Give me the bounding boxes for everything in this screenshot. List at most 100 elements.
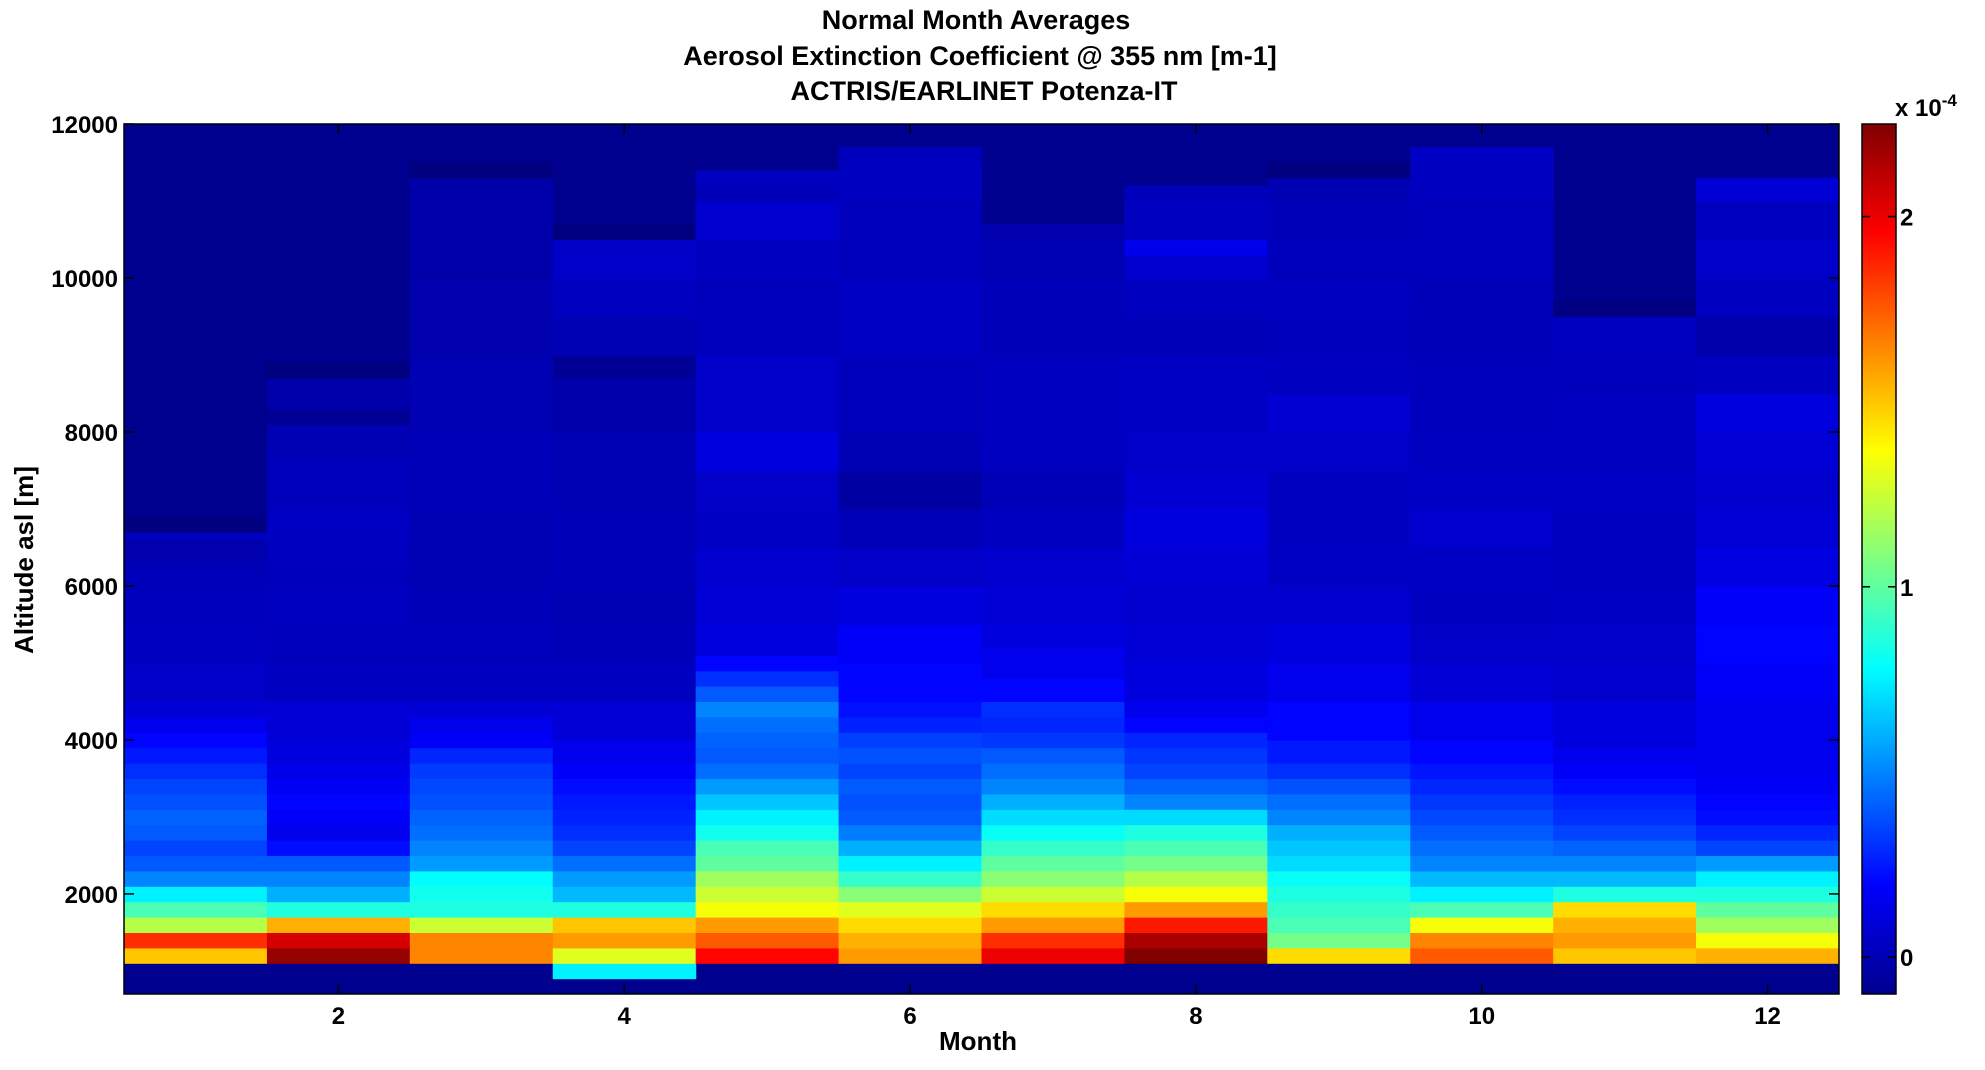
heatmap-cell-month-12-2500 — [1696, 840, 1840, 857]
heatmap-cell-month-6-6000 — [838, 547, 983, 587]
heatmap-cell-month-11-5500 — [1553, 585, 1697, 626]
heatmap-cell-month-9-4000 — [1267, 701, 1411, 741]
heatmap-cell-month-4-1700 — [552, 901, 697, 918]
heatmap-cell-month-10-8000 — [1410, 354, 1554, 433]
heatmap-cell-month-10-4500 — [1410, 662, 1554, 703]
heatmap-cell-month-6-7500 — [838, 431, 983, 472]
heatmap-cells — [124, 147, 1840, 980]
heatmap-cell-month-12-2900 — [1696, 809, 1840, 826]
heatmap-cell-month-12-6000 — [1696, 547, 1840, 587]
heatmap-cell-month-12-1900 — [1696, 886, 1840, 903]
heatmap-cell-month-4-1300 — [552, 932, 697, 949]
heatmap-cell-month-4-3700 — [552, 739, 697, 764]
heatmap-cell-month-5-11000 — [695, 185, 840, 202]
heatmap-cell-month-2-7700 — [266, 424, 411, 456]
heatmap-cell-month-5-10500 — [695, 200, 840, 241]
heatmap-cell-month-3-2900 — [409, 809, 554, 826]
plot-area-frame — [123, 123, 1840, 995]
heatmap-cell-month-2-8700 — [266, 362, 411, 379]
heatmap-cell-month-7-2500 — [981, 840, 1126, 857]
heatmap-cell-month-11-7500 — [1553, 431, 1697, 472]
heatmap-cell-month-7-10000 — [981, 239, 1126, 279]
heatmap-cell-month-9-4500 — [1267, 662, 1411, 703]
heatmap-cell-month-7-2700 — [981, 824, 1126, 841]
heatmap-cell-month-6-11500 — [838, 147, 983, 164]
heatmap-cell-month-11-4500 — [1553, 662, 1697, 703]
heatmap-cell-month-8-4100 — [1124, 716, 1268, 733]
heatmap-cell-month-1-3100 — [124, 793, 268, 810]
heatmap-cell-month-1-5000 — [124, 624, 268, 664]
heatmap-cell-month-2-8300 — [266, 378, 411, 410]
y-tick-label: 10000 — [51, 266, 118, 293]
heatmap-cell-month-9-1700 — [1267, 901, 1411, 918]
heatmap-cell-month-10-1700 — [1410, 901, 1554, 918]
heatmap-cell-month-11-1900 — [1553, 886, 1697, 903]
heatmap-cell-month-6-4100 — [838, 716, 983, 733]
heatmap-cell-month-5-4100 — [695, 716, 840, 733]
heatmap-cell-month-11-1700 — [1553, 901, 1697, 918]
heatmap-cell-month-4-2100 — [552, 870, 697, 887]
heatmap-cell-month-10-7000 — [1410, 470, 1554, 510]
heatmap-cell-month-3-2300 — [409, 855, 554, 872]
title-line-3: ACTRIS/EARLINET Potenza-IT — [790, 76, 1178, 106]
heatmap-cell-month-4-2900 — [552, 809, 697, 826]
heatmap-cell-month-12-3500 — [1696, 763, 1840, 780]
heatmap-cell-month-7-1500 — [981, 917, 1126, 934]
heatmap-cell-month-12-5000 — [1696, 624, 1840, 664]
heatmap-cell-month-8-11000 — [1124, 185, 1268, 202]
heatmap-cell-month-6-3700 — [838, 747, 983, 764]
heatmap-cell-month-2-4500 — [266, 662, 411, 703]
heatmap-cell-month-9-9000 — [1267, 316, 1411, 356]
heatmap-cell-month-10-10000 — [1410, 200, 1554, 279]
heatmap-cell-month-2-2900 — [266, 809, 411, 826]
heatmap-cell-month-11-8500 — [1553, 354, 1697, 395]
heatmap-cell-month-11-1500 — [1553, 917, 1697, 934]
heatmap-cell-month-10-1100 — [1410, 947, 1554, 964]
colorbar-tick-label: 2 — [1900, 205, 1913, 232]
heatmap-cell-month-12-2100 — [1696, 870, 1840, 887]
heatmap-cell-month-4-2500 — [552, 840, 697, 857]
heatmap-cell-month-11-9500 — [1553, 301, 1697, 318]
heatmap-cell-month-1-2500 — [124, 840, 268, 857]
heatmap-cell-month-8-2300 — [1124, 855, 1268, 872]
heatmap-cell-month-5-3700 — [695, 747, 840, 764]
heatmap-cell-month-1-3700 — [124, 747, 268, 764]
heatmap-cell-month-5-2100 — [695, 870, 840, 887]
heatmap-cell-month-6-11000 — [838, 162, 983, 202]
heatmap-cell-month-12-1700 — [1696, 901, 1840, 918]
heatmap-cell-month-3-5500 — [409, 585, 554, 626]
heatmap-cell-month-2-2500 — [266, 840, 411, 857]
heatmap-cell-month-10-5000 — [1410, 624, 1554, 664]
heatmap-cell-month-7-9000 — [981, 277, 1126, 356]
heatmap-cell-month-7-5500 — [981, 585, 1126, 626]
x-tick-label: 2 — [332, 1003, 345, 1030]
heatmap-cell-month-4-7000 — [552, 431, 697, 510]
heatmap-cell-month-6-1300 — [838, 932, 983, 949]
colorbar-ticks: 0 1 2 — [1862, 205, 1913, 972]
heatmap-cell-month-7-2900 — [981, 809, 1126, 826]
heatmap-cell-month-12-3300 — [1696, 778, 1840, 795]
heatmap-cell-month-12-1300 — [1696, 932, 1840, 949]
heatmap-cell-month-10-1500 — [1410, 917, 1554, 934]
heatmap-cell-month-8-1500 — [1124, 917, 1268, 934]
heatmap-cell-month-2-1300 — [266, 932, 411, 949]
heatmap-cell-month-3-4100 — [409, 716, 554, 733]
heatmap-cell-month-3-2700 — [409, 824, 554, 841]
heatmap-cell-month-2-5000 — [266, 624, 411, 664]
heatmap-cell-month-5-7000 — [695, 470, 840, 510]
heatmap-cell-month-12-7000 — [1696, 470, 1840, 510]
heatmap-cell-month-5-7500 — [695, 431, 840, 472]
x-tick-label: 12 — [1754, 1003, 1781, 1030]
heatmap-cell-month-1-3300 — [124, 778, 268, 795]
heatmap-cell-month-9-10000 — [1267, 239, 1411, 279]
heatmap-cell-month-9-1900 — [1267, 886, 1411, 903]
heatmap-cell-month-12-9500 — [1696, 277, 1840, 318]
heatmap-cell-month-6-4300 — [838, 701, 983, 718]
heatmap-cell-month-1-4500 — [124, 662, 268, 703]
heatmap-cell-month-1-6000 — [124, 562, 268, 587]
heatmap-cell-month-5-5100 — [695, 624, 840, 656]
heatmap-cell-month-11-2700 — [1553, 824, 1697, 841]
heatmap-cell-month-6-3900 — [838, 732, 983, 749]
heatmap-cell-month-1-1900 — [124, 886, 268, 903]
